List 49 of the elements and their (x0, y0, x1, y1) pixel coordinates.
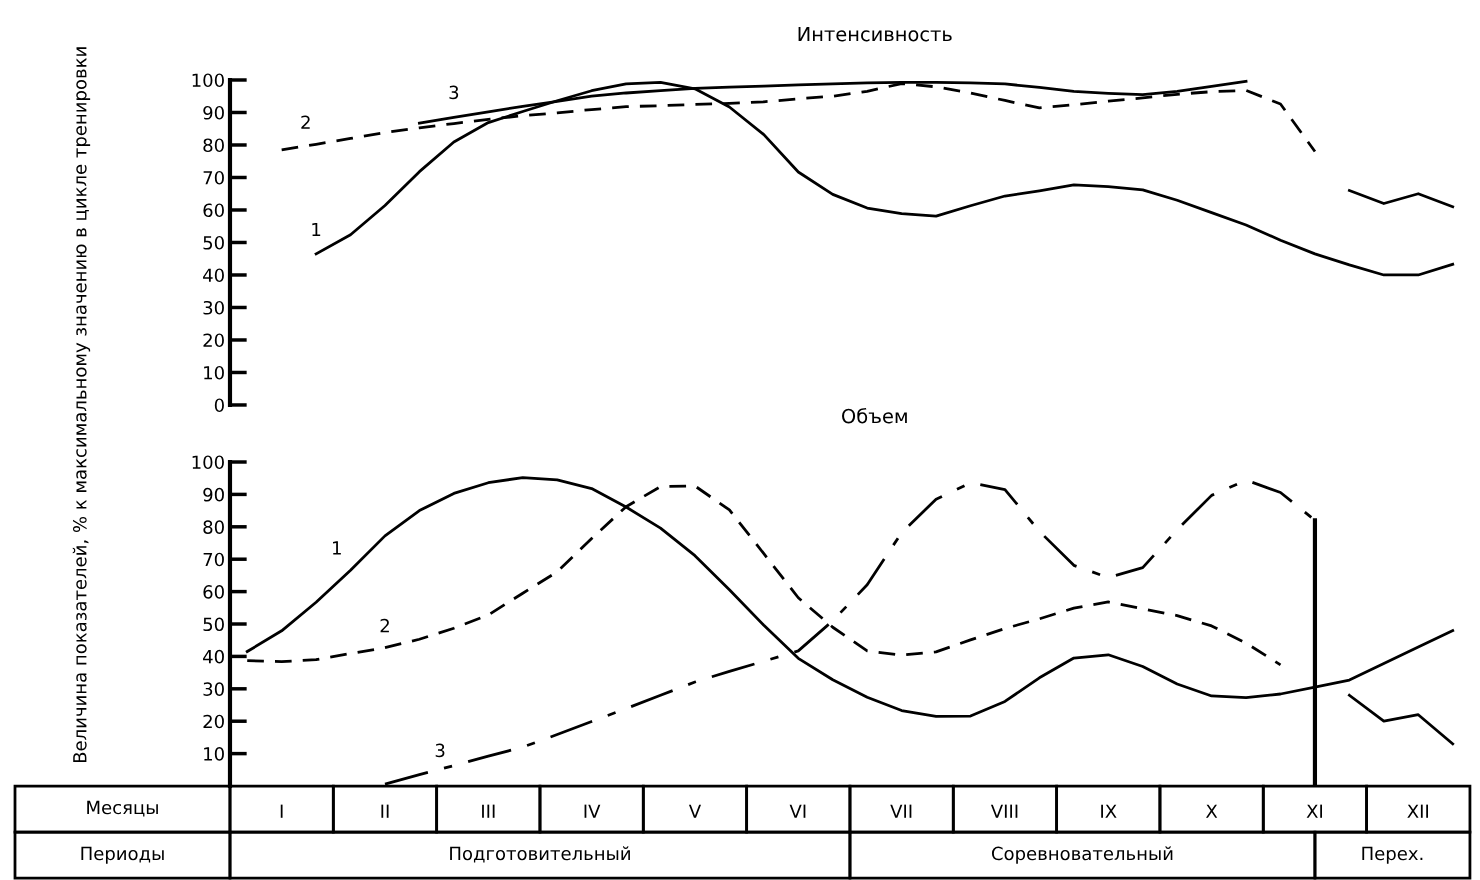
y-tick-label: 90 (203, 105, 224, 120)
x-tick-label: VII (890, 804, 912, 818)
y-tick-label: 80 (203, 520, 224, 534)
x-tick-label: VIII (990, 804, 1018, 818)
text: Подготовительный (450, 846, 630, 863)
series-label: 1 (333, 541, 341, 555)
y-tick-label: 100 (192, 73, 224, 88)
text: Соревновательный (991, 846, 1173, 864)
y-tick-label: 50 (203, 235, 224, 250)
chart-title: Интенсивность (798, 26, 952, 42)
y-tick-label: 10 (204, 365, 224, 380)
y-tick-label: 70 (203, 170, 224, 185)
y-tick-label: 20 (203, 333, 224, 348)
x-tick-label: II (381, 804, 389, 818)
series-label: 2 (301, 115, 310, 129)
x-tick-label: XII (1407, 804, 1429, 818)
series-label: 3 (435, 743, 445, 758)
y-tick-label: 90 (203, 487, 224, 502)
x-tick-label: V (688, 804, 701, 818)
series-label: 1 (312, 222, 321, 237)
x-tick-label: IV (584, 804, 601, 818)
text: Периоды (81, 846, 164, 864)
y-tick-label: 20 (203, 714, 224, 729)
series-label: 2 (380, 618, 389, 633)
x-tick-label: XI (1306, 804, 1323, 818)
y-tick-label: 100 (192, 455, 224, 470)
text: Месяцы (87, 800, 158, 817)
x-tick-label: X (1205, 804, 1218, 818)
line-series (1348, 693, 1455, 746)
y-tick-label: 30 (203, 300, 224, 315)
y-tick-label: 70 (203, 552, 224, 567)
y-axis-title: Величина показателей, % к максимальному значению в цикле тренировки (72, 47, 91, 763)
line-series (1348, 189, 1455, 209)
chart-title: Объем (842, 408, 907, 424)
x-tick-label: I (280, 804, 283, 818)
text: Перех. (1362, 846, 1423, 864)
y-tick-label: 60 (203, 585, 224, 599)
y-tick-label: 10 (204, 747, 224, 761)
y-tick-label: 0 (214, 398, 224, 413)
series-label: 3 (449, 85, 459, 100)
x-tick-label: IX (1101, 804, 1117, 818)
x-tick-label: III (482, 804, 495, 818)
y-tick-label: 80 (203, 138, 224, 153)
y-tick-label: 60 (203, 203, 224, 218)
y-tick-label: 40 (203, 649, 224, 664)
y-tick-label: 30 (203, 682, 224, 696)
y-tick-label: 50 (203, 617, 224, 632)
x-tick-label: VI (789, 804, 806, 818)
y-tick-label: 40 (203, 268, 224, 283)
